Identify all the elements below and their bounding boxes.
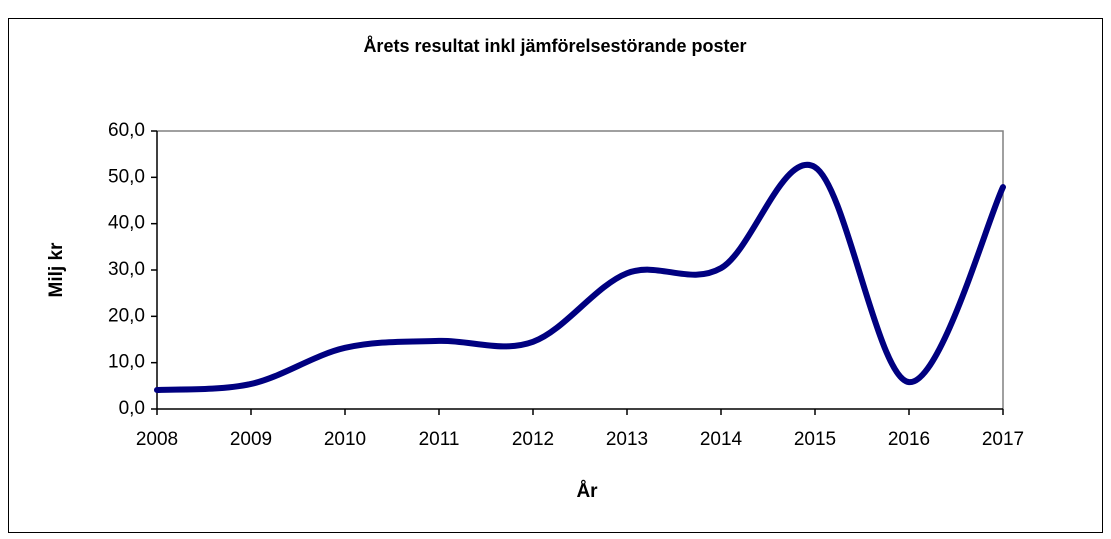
line [154, 161, 1006, 394]
x-tick-label: 2008 [136, 429, 178, 450]
y-tick-label: 40,0 [108, 213, 145, 234]
x-tick-label: 2016 [888, 429, 930, 450]
chart-border [8, 18, 1103, 533]
y-tick-label: 0,0 [119, 398, 145, 419]
y-tick-label: 20,0 [108, 305, 145, 326]
x-tick-label: 2009 [230, 429, 272, 450]
plot-frame [157, 130, 1004, 409]
y-tick-label: 60,0 [108, 120, 145, 141]
y-tick-label: 50,0 [108, 166, 145, 187]
x-tick-label: 2010 [324, 429, 366, 450]
x-tick-label: 2017 [982, 429, 1024, 450]
y-tick-label: 30,0 [108, 259, 145, 280]
x-tick-label: 2014 [700, 429, 743, 450]
x-tick-label: 2012 [512, 429, 554, 450]
chart-title: Årets resultat inkl jämförelsestörande p… [363, 36, 746, 56]
y-axis-label: Milj kr [46, 242, 67, 298]
x-tick-label: 2011 [419, 429, 460, 450]
x-axis-label: År [576, 481, 598, 502]
y-tick-label: 10,0 [108, 352, 145, 373]
x-tick-label: 2013 [606, 429, 648, 450]
x-tick-label: 2015 [794, 429, 836, 450]
